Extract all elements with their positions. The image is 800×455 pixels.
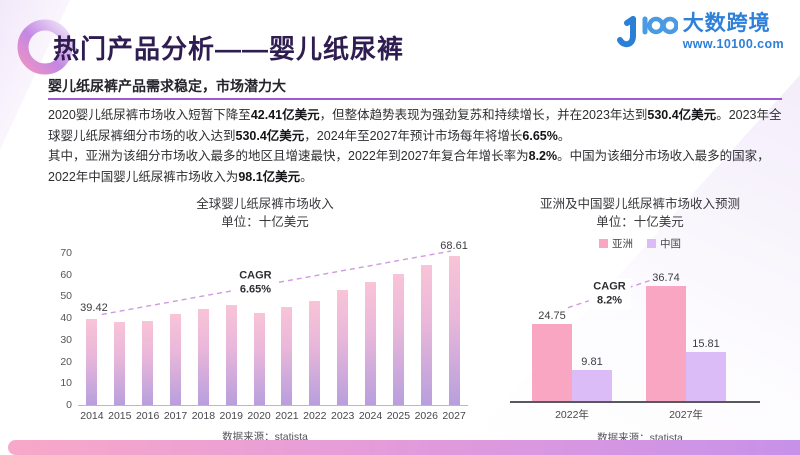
legend-item: 中国 <box>647 237 681 250</box>
chart-legend: 亚洲 中国 <box>498 237 782 250</box>
body-paragraphs: 2020婴儿纸尿裤市场收入短暂下降至42.41亿美元，但整体趋势表现为强劲复苏和… <box>48 105 786 187</box>
x-axis-label: 2025 <box>386 410 411 422</box>
bar-2023 <box>337 289 349 405</box>
chart-unit-label: 单位：十亿美元 <box>596 215 684 229</box>
x-axis-label: 2018 <box>191 410 216 422</box>
chart-unit-label: 单位：十亿美元 <box>221 215 309 229</box>
asia-china-plot: CAGR 8.2% 24.75 9.81 36.74 15.81 <box>510 253 760 403</box>
bar-2021 <box>281 306 293 405</box>
bar-value-label: 39.42 <box>80 302 108 315</box>
company-logo: 大数跨境 www.10100.com <box>614 12 784 52</box>
global-cagr-annotation: CAGR 6.65% <box>234 267 277 298</box>
bar-2015 <box>114 322 126 405</box>
x-axis-label: 2023 <box>330 410 355 422</box>
bar-亚洲-2022年 <box>532 323 572 401</box>
ring-icon <box>17 19 73 75</box>
logo-website-url: www.10100.com <box>682 37 784 52</box>
y-axis-tick: 70 <box>60 247 72 259</box>
asia-china-forecast-chart: 亚洲及中国婴儿纸尿裤市场收入预测 单位：十亿美元 亚洲 中国 CAGR 8.2% … <box>498 196 782 445</box>
header-divider <box>48 98 782 100</box>
y-axis-tick: 20 <box>60 355 72 368</box>
bar-2019 <box>225 304 237 405</box>
y-axis-tick: 10 <box>60 377 72 390</box>
bar-value-label: 36.74 <box>652 272 680 285</box>
logo-mark-icon <box>616 16 678 48</box>
legend-item: 亚洲 <box>599 237 633 250</box>
bar-value-label: 9.81 <box>581 356 603 369</box>
x-axis-label: 2017 <box>163 410 188 422</box>
page-title: 热门产品分析——婴儿纸尿裤 <box>53 34 405 64</box>
trend-dashed-line <box>101 250 452 316</box>
bar-2026 <box>420 265 432 405</box>
bar-2025 <box>392 273 404 405</box>
bar-2016 <box>142 320 154 405</box>
bar-2014 <box>86 319 98 405</box>
y-axis-tick: 60 <box>60 268 72 281</box>
paragraph: 2020婴儿纸尿裤市场收入短暂下降至42.41亿美元，但整体趋势表现为强劲复苏和… <box>48 108 782 143</box>
section-subtitle: 婴儿纸尿裤产品需求稳定，市场潜力大 <box>48 78 286 94</box>
x-axis-label: 2027 <box>442 410 466 422</box>
y-axis-tick: 40 <box>60 312 72 325</box>
global-chart-xlabels: 2014 2015 2016 2017 2018 2019 2020 2021 2022 2023… <box>78 410 468 422</box>
bar-value-label: 68.61 <box>440 240 468 253</box>
paragraph: 其中，亚洲为该细分市场收入最多的地区且增速最快，2022年到2027年复合年增长… <box>48 149 770 184</box>
x-axis-label: 2022 <box>303 410 327 422</box>
x-axis-label: 2026 <box>414 410 438 422</box>
chart-title: 亚洲及中国婴儿纸尿裤市场收入预测 <box>539 197 740 211</box>
x-axis-label: 2022年 <box>555 409 589 421</box>
legend-swatch <box>647 239 656 248</box>
y-axis-tick: 30 <box>60 333 72 346</box>
y-axis-tick: 0 <box>66 399 72 411</box>
x-axis-label: 2027年 <box>669 409 703 421</box>
bar-2024 <box>365 282 376 405</box>
logo-text: 大数跨境 www.10100.com <box>683 12 784 51</box>
bottom-gradient-bar <box>8 440 800 455</box>
bar-中国-2022年 <box>572 370 612 401</box>
bar-2017 <box>170 313 181 405</box>
bar-亚洲-2027年 <box>646 286 686 401</box>
global-revenue-chart: 全球婴儿纸尿裤市场收入 单位：十亿美元 CAGR 6.65% 0 10 20 30 40… <box>48 196 482 444</box>
bar-2018 <box>197 309 209 405</box>
global-chart-plot: CAGR 6.65% 0 10 20 30 40 50 60 70 39.42 68.61 <box>60 240 468 411</box>
asia-cagr-annotation: CAGR 8.2% <box>588 278 631 310</box>
trend-dashed-line <box>567 279 652 309</box>
legend-swatch <box>599 239 608 248</box>
y-axis-tick: 50 <box>60 290 72 303</box>
x-axis-label: 2020 <box>247 410 271 422</box>
x-axis-label: 2016 <box>135 410 160 422</box>
x-axis-label: 2015 <box>108 410 132 422</box>
legend-label: 亚洲 <box>612 238 633 250</box>
bar-value-label: 24.75 <box>538 309 566 322</box>
logo-company-name: 大数跨境 <box>682 12 771 35</box>
asia-china-xlabels: 2022年 2027年 <box>510 407 760 423</box>
bar-2027 <box>448 256 460 405</box>
x-axis-label: 2014 <box>80 410 104 422</box>
bar-2022 <box>309 301 321 405</box>
bar-value-label: 15.81 <box>692 337 720 350</box>
bar-中国-2027年 <box>686 351 726 401</box>
chart-title: 全球婴儿纸尿裤市场收入 <box>196 197 334 211</box>
x-axis-label: 2019 <box>219 410 243 422</box>
legend-label: 中国 <box>660 238 681 250</box>
x-axis-label: 2021 <box>275 410 299 422</box>
bar-2020 <box>253 312 265 405</box>
x-axis-label: 2024 <box>358 410 383 422</box>
